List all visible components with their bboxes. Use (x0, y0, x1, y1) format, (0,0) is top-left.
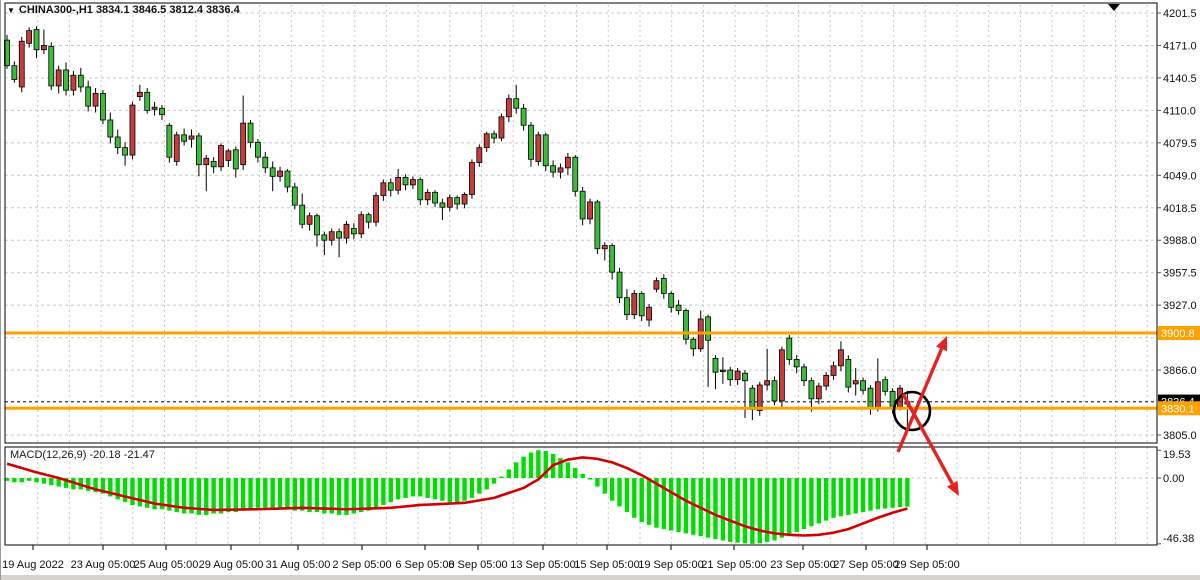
macd-layer[interactable] (4, 450, 910, 544)
svg-text:4079.5: 4079.5 (1163, 138, 1197, 150)
chevron-down-icon[interactable]: ▼ (7, 5, 15, 15)
trend-arrow-up (896, 348, 944, 453)
svg-text:0.00: 0.00 (1163, 473, 1184, 485)
svg-text:3805.0: 3805.0 (1163, 430, 1197, 442)
svg-text:23 Sep 05:00: 23 Sep 05:00 (770, 559, 835, 571)
svg-text:4171.0: 4171.0 (1163, 40, 1197, 52)
svg-text:23 Aug 05:00: 23 Aug 05:00 (71, 559, 136, 571)
svg-text:4018.5: 4018.5 (1163, 203, 1197, 215)
window-bottom-strip (1, 575, 1200, 580)
svg-text:3830.1: 3830.1 (1161, 403, 1195, 415)
gridlines (5, 5, 1157, 545)
svg-text:2 Sep 05:00: 2 Sep 05:00 (332, 559, 391, 571)
macd-indicator-label: MACD(12,26,9) -20.18 -21.47 (10, 449, 155, 461)
svg-text:27 Sep 05:00: 27 Sep 05:00 (833, 559, 898, 571)
price-scale[interactable]: 4201.5 4171.0 4140.5 4110.0 4079.5 4049.0 4018… (1157, 8, 1200, 545)
svg-text:8 Sep 05:00: 8 Sep 05:00 (448, 559, 507, 571)
trend-arrow-down (901, 393, 954, 485)
svg-text:4049.0: 4049.0 (1163, 170, 1197, 182)
macd-signal-line (6, 456, 908, 537)
svg-text:29 Aug 05:00: 29 Aug 05:00 (199, 559, 264, 571)
svg-text:4201.5: 4201.5 (1163, 8, 1197, 20)
svg-text:3927.0: 3927.0 (1163, 300, 1197, 312)
svg-text:3900.8: 3900.8 (1161, 328, 1195, 340)
pane-borders (4, 2, 1158, 546)
svg-text:3866.0: 3866.0 (1163, 365, 1197, 377)
arrowhead-down-icon (947, 480, 959, 496)
chart-shift-marker-icon[interactable] (1108, 4, 1120, 11)
svg-text:3957.5: 3957.5 (1163, 268, 1197, 280)
symbol-ohlc-text: CHINA300-,H1 3834.1 3846.5 3812.4 3836.4 (18, 4, 240, 16)
chart-title: ▼ CHINA300-,H1 3834.1 3846.5 3812.4 3836… (7, 4, 240, 16)
svg-text:15 Sep 05:00: 15 Sep 05:00 (574, 559, 639, 571)
svg-text:21 Sep 05:00: 21 Sep 05:00 (701, 559, 766, 571)
svg-text:29 Sep 05:00: 29 Sep 05:00 (894, 559, 959, 571)
candles-layer[interactable] (4, 26, 911, 428)
drawing-annotations[interactable] (892, 336, 959, 496)
svg-text:19.53: 19.53 (1163, 449, 1191, 461)
svg-text:4110.0: 4110.0 (1163, 105, 1196, 117)
level-price-badge (1158, 401, 1200, 416)
svg-text:3988.0: 3988.0 (1163, 235, 1197, 247)
svg-text:31 Aug 05:00: 31 Aug 05:00 (266, 559, 331, 571)
highlight-circle (892, 390, 932, 432)
svg-text:6 Sep 05:00: 6 Sep 05:00 (395, 559, 454, 571)
svg-text:13 Sep 05:00: 13 Sep 05:00 (510, 559, 575, 571)
svg-text:4140.5: 4140.5 (1163, 73, 1197, 85)
svg-text:-46.38: -46.38 (1163, 533, 1194, 545)
svg-text:19 Sep 05:00: 19 Sep 05:00 (638, 559, 703, 571)
arrowhead-up-icon (936, 336, 948, 352)
level-lines[interactable] (5, 331, 1157, 410)
level-price-badge (1158, 326, 1200, 341)
svg-text:19 Aug 2022: 19 Aug 2022 (2, 559, 64, 571)
svg-text:25 Aug 05:00: 25 Aug 05:00 (134, 559, 199, 571)
